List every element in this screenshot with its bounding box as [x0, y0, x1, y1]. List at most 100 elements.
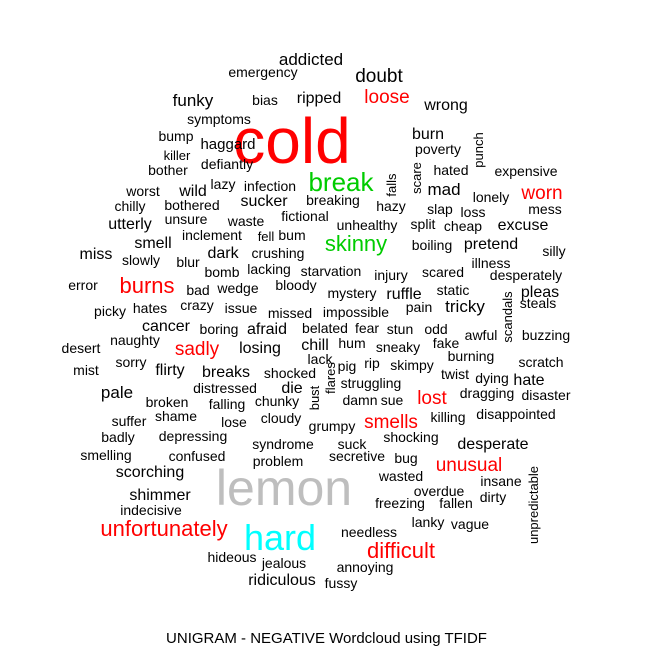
word-starvation: starvation [301, 263, 362, 279]
word-mist: mist [73, 362, 99, 378]
word-bug: bug [394, 450, 417, 466]
word-hideous: hideous [207, 549, 256, 565]
word-dark: dark [207, 245, 239, 262]
word-smells: smells [364, 412, 418, 433]
word-miss: miss [80, 246, 113, 263]
word-shocking: shocking [383, 429, 438, 445]
word-killing: killing [430, 409, 465, 425]
word-bump: bump [158, 128, 193, 144]
word-wild: wild [178, 183, 207, 200]
word-cold: cold [233, 105, 350, 177]
word-unfortunately: unfortunately [100, 516, 227, 541]
word-hazy: hazy [376, 198, 406, 214]
word-dragging: dragging [460, 385, 515, 401]
word-unhealthy: unhealthy [337, 217, 398, 233]
word-bloody: bloody [275, 277, 316, 293]
word-sucker: sucker [240, 193, 288, 210]
word-utterly: utterly [108, 216, 152, 233]
word-sadly: sadly [175, 339, 220, 360]
word-scorching: scorching [116, 464, 184, 481]
word-difficult: difficult [367, 538, 435, 563]
word-dying: dying [475, 370, 508, 386]
word-split: split [411, 216, 436, 232]
word-fake: fake [433, 335, 460, 351]
word-falls: falls [384, 173, 399, 197]
word-lazy: lazy [211, 176, 236, 192]
word-damn: damn [342, 392, 377, 408]
word-unusual: unusual [436, 455, 503, 476]
word-missed: missed [268, 305, 312, 321]
word-injury: injury [374, 267, 407, 283]
word-pleas: pleas [521, 284, 559, 301]
word-grumpy: grumpy [309, 418, 356, 434]
word-shocked: shocked [264, 365, 316, 381]
word-awful: awful [465, 327, 498, 343]
word-unsure: unsure [165, 211, 208, 227]
word-overdue: overdue [414, 483, 465, 499]
word-lose: lose [221, 414, 247, 430]
word-symptoms: symptoms [187, 111, 251, 127]
word-belated: belated [302, 320, 348, 336]
word-problem: problem [253, 453, 304, 469]
word-odd: odd [424, 321, 447, 337]
word-needless: needless [341, 524, 397, 540]
word-falling: falling [209, 396, 246, 412]
word-silly: silly [542, 243, 565, 259]
word-confused: confused [169, 448, 226, 464]
word-desperately: desperately [490, 267, 562, 283]
word-ruffle: ruffle [386, 286, 421, 303]
word-fallen: fallen [439, 495, 472, 511]
word-bothered: bothered [164, 197, 219, 213]
word-flares: flares [323, 362, 338, 394]
word-chilly: chilly [114, 198, 145, 214]
word-breaking: breaking [306, 192, 360, 208]
word-killer: killer [164, 148, 191, 163]
word-broken: broken [146, 394, 189, 410]
word-secretive: secretive [329, 448, 385, 464]
word-slap: slap [427, 201, 453, 217]
word-naughty: naughty [110, 332, 160, 348]
word-disaster: disaster [521, 387, 570, 403]
word-illness: illness [472, 255, 511, 271]
word-emergency: emergency [228, 64, 297, 80]
word-chunky: chunky [255, 393, 299, 409]
word-bum: bum [278, 227, 305, 243]
word-burns: burns [119, 273, 174, 298]
word-mad: mad [427, 180, 460, 199]
word-punch: punch [471, 132, 486, 167]
word-blur: blur [176, 254, 200, 270]
word-suffer: suffer [112, 413, 147, 429]
word-funky: funky [173, 91, 214, 110]
word-break: break [308, 167, 374, 197]
word-bother: bother [148, 162, 188, 178]
word-sorry: sorry [115, 354, 146, 370]
word-pig: pig [338, 358, 357, 374]
word-sue: sue [381, 392, 404, 408]
word-haggard: haggard [200, 136, 255, 153]
word-lacking: lacking [247, 261, 291, 277]
word-hated: hated [433, 162, 468, 178]
word-annoying: annoying [337, 559, 394, 575]
word-buzzing: buzzing [522, 327, 570, 343]
word-suck: suck [338, 436, 368, 452]
word-struggling: struggling [341, 375, 402, 391]
word-boring: boring [200, 321, 239, 337]
word-insane: insane [480, 473, 521, 489]
word-wasted: wasted [378, 468, 423, 484]
word-ripped: ripped [297, 90, 341, 107]
word-desert: desert [62, 340, 101, 356]
word-skimpy: skimpy [390, 357, 434, 373]
word-smelling: smelling [80, 447, 131, 463]
word-vague: vague [451, 516, 489, 532]
word-crazy: crazy [180, 297, 213, 313]
word-shimmer: shimmer [129, 487, 191, 504]
word-scratch: scratch [518, 354, 563, 370]
word-distressed: distressed [193, 380, 257, 396]
word-picky: picky [94, 303, 126, 319]
word-loose: loose [364, 87, 409, 108]
word-afraid: afraid [247, 321, 287, 338]
word-cancer: cancer [142, 318, 191, 335]
word-infection: infection [244, 178, 296, 194]
word-steals: steals [520, 295, 557, 311]
